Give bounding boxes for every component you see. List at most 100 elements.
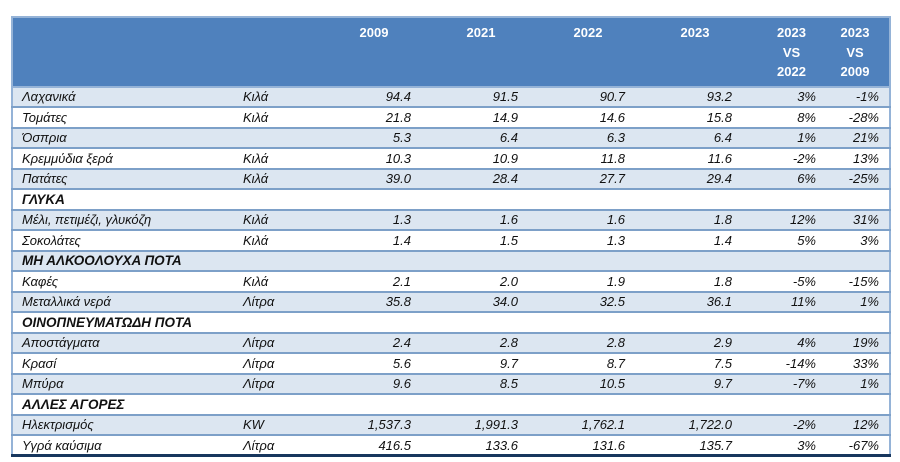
value-cell: 15.8 — [655, 106, 762, 128]
column-header-2023-vs-2009: 2023 VS 2009 — [826, 17, 890, 88]
value-cell: 11.6 — [655, 147, 762, 169]
value-cell: 1.8 — [655, 208, 762, 230]
table-row: Αποστάγματα Λίτρα 2.4 2.8 2.8 2.9 4% 19% — [12, 331, 890, 353]
value-cell: 1.4 — [655, 229, 762, 251]
row-unit: Κιλά — [242, 270, 334, 292]
pct-cell: -7% — [762, 372, 826, 394]
table-row: Όσπρια 5.3 6.4 6.3 6.4 1% 21% — [12, 126, 890, 148]
column-header-2009: 2009 — [334, 17, 441, 88]
section-row: ΜΗ ΑΛΚΟΟΛΟΥΧΑ ΠΟΤΑ — [12, 249, 890, 271]
value-cell: 1.9 — [548, 270, 655, 292]
value-cell: 9.7 — [441, 352, 548, 374]
table-row: Καφές Κιλά 2.1 2.0 1.9 1.8 -5% -15% — [12, 270, 890, 292]
value-cell: 133.6 — [441, 434, 548, 456]
value-cell: 2.8 — [441, 331, 548, 353]
pct-cell: 11% — [762, 290, 826, 312]
row-unit: Κιλά — [242, 85, 334, 107]
value-cell: 1.6 — [441, 208, 548, 230]
value-cell: 90.7 — [548, 85, 655, 107]
header-row: 2009 2021 2022 2023 2023 VS 2022 2023 VS… — [12, 17, 890, 88]
section-row: ΟΙΝΟΠΝΕΥΜΑΤΩΔΗ ΠΟΤΑ — [12, 311, 890, 333]
value-cell: 35.8 — [334, 290, 441, 312]
section-label: ΟΙΝΟΠΝΕΥΜΑΤΩΔΗ ΠΟΤΑ — [12, 311, 890, 333]
value-cell: 2.8 — [548, 331, 655, 353]
pct-cell: 1% — [826, 290, 890, 312]
pct-cell: 31% — [826, 208, 890, 230]
section-row: ΑΛΛΕΣ ΑΓΟΡΕΣ — [12, 393, 890, 415]
pct-cell: 3% — [762, 434, 826, 456]
value-cell: 416.5 — [334, 434, 441, 456]
pct-cell: 3% — [762, 85, 826, 107]
row-label: Μέλι, πετιμέζι, γλυκόζη — [12, 208, 242, 230]
pct-cell: 5% — [762, 229, 826, 251]
table-row: Υγρά καύσιμα Λίτρα 416.5 133.6 131.6 135.7 3% -… — [12, 434, 890, 456]
row-unit: Κιλά — [242, 229, 334, 251]
table-row: Μεταλλικά νερά Λίτρα 35.8 34.0 32.5 36.1 11% 1% — [12, 290, 890, 312]
value-cell: 93.2 — [655, 85, 762, 107]
value-cell: 1,537.3 — [334, 413, 441, 435]
pct-cell: 3% — [826, 229, 890, 251]
column-header-2023: 2023 — [655, 17, 762, 88]
column-header-item — [12, 17, 242, 88]
table-row: Μπύρα Λίτρα 9.6 8.5 10.5 9.7 -7% 1% — [12, 372, 890, 394]
value-cell: 28.4 — [441, 167, 548, 189]
row-label: Λαχανικά — [12, 85, 242, 107]
value-cell: 9.7 — [655, 372, 762, 394]
table-row: Μέλι, πετιμέζι, γλυκόζη Κιλά 1.3 1.6 1.6 1.8 1… — [12, 208, 890, 230]
value-cell: 10.3 — [334, 147, 441, 169]
pct-cell: 33% — [826, 352, 890, 374]
row-unit: Λίτρα — [242, 331, 334, 353]
pct-cell: -14% — [762, 352, 826, 374]
row-unit: Λίτρα — [242, 290, 334, 312]
value-cell: 10.9 — [441, 147, 548, 169]
section-label: ΓΛΥΚΑ — [12, 188, 890, 210]
value-cell: 2.1 — [334, 270, 441, 292]
pct-cell: 21% — [826, 126, 890, 148]
value-cell: 29.4 — [655, 167, 762, 189]
value-cell: 6.4 — [441, 126, 548, 148]
value-cell: 5.3 — [334, 126, 441, 148]
table-body: Λαχανικά Κιλά 94.4 91.5 90.7 93.2 3% -1% Τομάτες… — [12, 85, 890, 456]
column-header-unit — [242, 17, 334, 88]
consumption-table: 2009 2021 2022 2023 2023 VS 2022 2023 VS… — [11, 16, 891, 457]
table-row: Πατάτες Κιλά 39.0 28.4 27.7 29.4 6% -25% — [12, 167, 890, 189]
value-cell: 5.6 — [334, 352, 441, 374]
value-cell: 8.5 — [441, 372, 548, 394]
row-unit: Λίτρα — [242, 352, 334, 374]
row-unit: Κιλά — [242, 106, 334, 128]
value-cell: 27.7 — [548, 167, 655, 189]
pct-cell: 8% — [762, 106, 826, 128]
row-label: Μπύρα — [12, 372, 242, 394]
row-label: Τομάτες — [12, 106, 242, 128]
value-cell: 8.7 — [548, 352, 655, 374]
value-cell: 135.7 — [655, 434, 762, 456]
value-cell: 39.0 — [334, 167, 441, 189]
value-cell: 14.9 — [441, 106, 548, 128]
section-label: ΑΛΛΕΣ ΑΓΟΡΕΣ — [12, 393, 890, 415]
pct-cell: 12% — [826, 413, 890, 435]
pct-cell: 1% — [762, 126, 826, 148]
row-unit: Λίτρα — [242, 372, 334, 394]
row-unit: Κιλά — [242, 147, 334, 169]
pct-cell: 13% — [826, 147, 890, 169]
section-row: ΓΛΥΚΑ — [12, 188, 890, 210]
pct-cell: 12% — [762, 208, 826, 230]
value-cell: 14.6 — [548, 106, 655, 128]
value-cell: 1.5 — [441, 229, 548, 251]
value-cell: 1.3 — [334, 208, 441, 230]
value-cell: 6.3 — [548, 126, 655, 148]
value-cell: 9.6 — [334, 372, 441, 394]
pct-cell: -5% — [762, 270, 826, 292]
section-label: ΜΗ ΑΛΚΟΟΛΟΥΧΑ ΠΟΤΑ — [12, 249, 890, 271]
row-unit: Κιλά — [242, 167, 334, 189]
pct-cell: -28% — [826, 106, 890, 128]
table-row: Τομάτες Κιλά 21.8 14.9 14.6 15.8 8% -28% — [12, 106, 890, 128]
pct-cell: -1% — [826, 85, 890, 107]
row-label: Πατάτες — [12, 167, 242, 189]
table-row: Λαχανικά Κιλά 94.4 91.5 90.7 93.2 3% -1% — [12, 85, 890, 107]
column-header-2023-vs-2022: 2023 VS 2022 — [762, 17, 826, 88]
row-unit: Λίτρα — [242, 434, 334, 456]
value-cell: 2.9 — [655, 331, 762, 353]
pct-cell: 19% — [826, 331, 890, 353]
pct-cell: -2% — [762, 147, 826, 169]
